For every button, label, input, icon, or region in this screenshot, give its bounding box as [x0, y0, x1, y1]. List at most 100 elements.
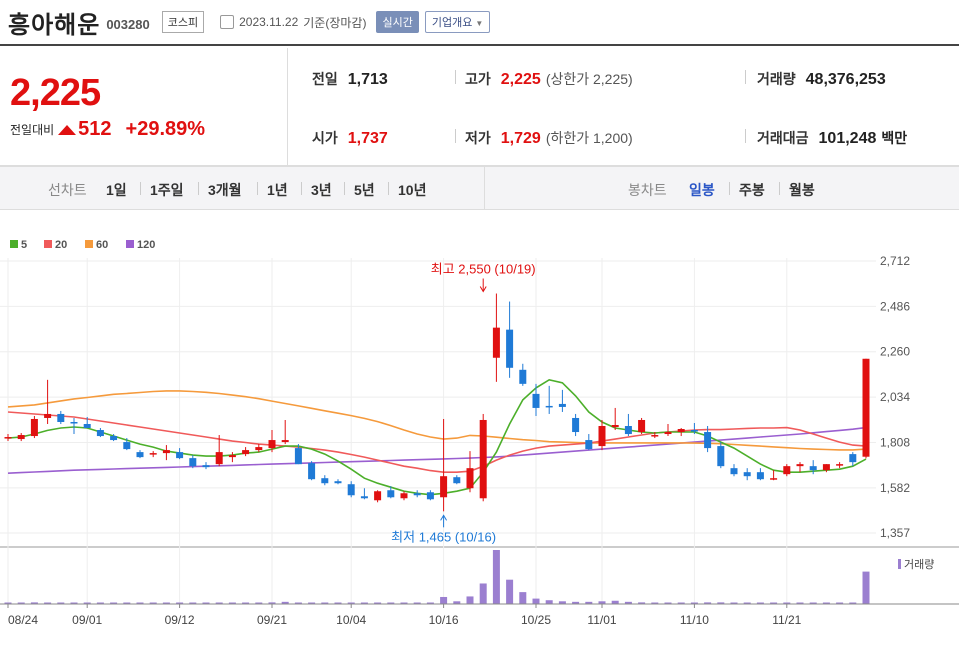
volume-bar [690, 602, 698, 604]
volume-bar [453, 601, 461, 604]
candle-down [96, 430, 104, 437]
base-date-note: 기준(장마감) [303, 15, 367, 30]
volume-bar [70, 602, 78, 604]
candle-chart-label: 봉차트 [628, 182, 667, 198]
volume-bar [532, 598, 540, 604]
candle-up [770, 478, 778, 480]
trade-value: 101,248 [818, 130, 877, 147]
volume-bar [17, 602, 25, 604]
volume-bar [83, 602, 91, 604]
volume-bar [558, 601, 566, 604]
period-3y[interactable]: 3년 [311, 182, 332, 198]
volume-bar [783, 602, 791, 604]
period-1d[interactable]: 1일 [106, 182, 127, 198]
volume-bar [822, 602, 830, 604]
volume-bar [717, 602, 725, 604]
volume-bar [611, 600, 619, 604]
candle-down [426, 492, 434, 500]
volume-bar [334, 602, 342, 604]
legend-label-20: 20 [55, 239, 67, 251]
chart-legend: 5 20 60 120 [10, 239, 155, 251]
volume-bar [519, 592, 527, 604]
max-arrow-icon [479, 286, 487, 293]
y-tick-label: 2,712 [880, 254, 910, 268]
candle-up [255, 447, 263, 451]
x-tick-label: 08/24 [8, 613, 38, 627]
volume-bar [440, 596, 448, 604]
chart-annotations: 최고 2,550 (10/19) 최저 1,465 (10/16) [391, 262, 535, 545]
volume-bar [862, 571, 870, 604]
corp-info-dropdown[interactable]: 기업개요 ▼ [424, 11, 491, 33]
candle-up [228, 455, 236, 458]
high-value: 2,225 [500, 71, 541, 88]
candle-up [44, 413, 52, 418]
candle-down [123, 442, 131, 450]
y-tick-label: 1,357 [880, 526, 910, 540]
candle-up [162, 450, 170, 454]
y-tick-label: 2,486 [880, 299, 910, 313]
volume-bar [664, 602, 672, 604]
candle-up [374, 491, 382, 501]
stock-name: 흥아해운 [8, 11, 101, 39]
upper-limit: (상한가 2,225) [545, 71, 633, 87]
volume-bar [110, 602, 118, 604]
volume-bar [466, 596, 474, 604]
candle-down [334, 481, 342, 484]
candle-down [545, 405, 553, 408]
period-5y[interactable]: 5년 [354, 182, 375, 198]
volume-bar [321, 602, 329, 604]
candle-up [822, 464, 830, 471]
calendar-icon [220, 15, 235, 29]
period-3m[interactable]: 3개월 [208, 182, 242, 198]
chart-toolbar: 선차트 1일 1주일 3개월 1년 3년 5년 10년 봉차트 일봉 주봉 월봉 [0, 166, 959, 210]
candle-down [743, 472, 751, 477]
volume-bar [44, 602, 52, 604]
min-annotation: 최저 1,465 (10/16) [391, 529, 496, 544]
candle-down [308, 463, 316, 480]
trade-value-unit: 백만 [881, 130, 908, 146]
up-arrow-icon [58, 124, 77, 135]
candle-down [176, 452, 184, 459]
volume-bars: 거래량 [4, 550, 934, 604]
low-cell: 저가 1,729 (하한가 1,200) [465, 128, 633, 148]
period-1y[interactable]: 1년 [267, 182, 288, 198]
stock-header: 흥아해운 003280 코스피 2023.11.22 기준(장마감) 실시간 기… [0, 0, 959, 46]
trade-value-label: 거래대금 [757, 130, 809, 146]
candle-monthly[interactable]: 월봉 [789, 182, 815, 198]
volume-bar [704, 602, 712, 604]
x-tick-label: 11/10 [680, 613, 709, 627]
volume-bar [281, 601, 289, 604]
change-label: 전일대비 [10, 123, 55, 137]
candle-weekly[interactable]: 주봉 [739, 182, 765, 198]
volume-bar [57, 602, 65, 604]
volume-bar [638, 602, 646, 604]
candle-up [149, 453, 157, 455]
period-1w[interactable]: 1주일 [150, 182, 184, 198]
ma5-line [7, 378, 867, 496]
volume-bar [176, 602, 184, 604]
volume-bar [770, 602, 778, 604]
volume-bar [651, 602, 659, 604]
candle-up [479, 419, 487, 499]
candle-up [796, 464, 804, 467]
max-annotation: 최고 2,550 (10/19) [431, 262, 536, 277]
candle-down [506, 329, 514, 368]
candle-daily[interactable]: 일봉 [689, 182, 715, 198]
price-change: 전일대비 512 +29.89% [10, 118, 205, 141]
candle-down [360, 496, 368, 499]
period-10y[interactable]: 10년 [398, 182, 427, 198]
candle-up [30, 418, 38, 437]
volume-bar [730, 602, 738, 604]
candles [4, 293, 870, 512]
candle-up [4, 437, 12, 439]
candle-up [17, 435, 25, 440]
realtime-button[interactable]: 실시간 [376, 11, 419, 33]
volume-bar [756, 602, 764, 604]
candle-down [585, 440, 593, 450]
low-label: 저가 [465, 130, 491, 146]
candle-up [466, 468, 474, 489]
volume-bar [294, 602, 302, 604]
volume-bar [136, 602, 144, 604]
min-arrow-icon [440, 514, 448, 521]
volume-cell: 거래량 48,376,253 [757, 69, 886, 89]
